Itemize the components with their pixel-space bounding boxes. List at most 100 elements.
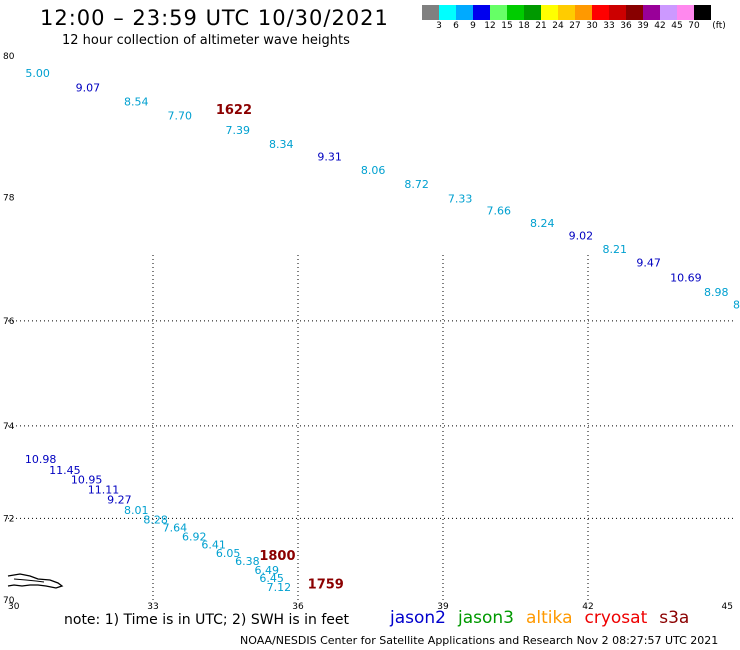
y-tick-label: 76 [3,317,15,327]
map-tick-labels: 30 33 36 39 42 45 80 78 76 74 72 70 [3,52,733,612]
wave-height-label: 8.21 [603,243,628,256]
satellite-name-jason2: jason2 [390,608,446,628]
wave-height-labels: 5.00 9.07 8.54 7.70 7.39 8.34 9.31 8.06 8.72 7.33… [25,67,740,594]
wave-height-label: 9.31 [317,151,342,164]
legend-label: 70 [688,21,700,31]
wave-height-label: 6.92 [182,530,207,543]
wave-height-label: 9.47 [636,257,661,270]
satellite-name-altika: altika [526,608,573,628]
legend-swatch [575,5,592,20]
map-grid [8,255,733,600]
legend-label: 9 [470,21,476,31]
y-tick-label: 72 [3,514,14,524]
pass-time-label: 1622 [216,103,252,118]
legend-label: 45 [671,21,683,31]
x-tick-label: 45 [722,602,733,612]
wave-height-label: 8.98 [704,286,729,299]
wave-height-label: 11.45 [49,464,80,477]
wave-height-label: 6.05 [216,547,241,560]
legend-swatch [541,5,558,20]
wave-height-label: 7.70 [168,110,193,123]
wave-height-label: 8.01 [124,504,149,517]
source-footer: NOAA/NESDIS Center for Satellite Applica… [240,634,719,647]
coastline [7,573,64,589]
wave-height-label: 9.27 [107,494,132,507]
legend-swatch [643,5,660,20]
wave-height-label: 7.66 [487,205,512,218]
pass-time-label: 1800 [259,549,295,564]
legend-swatch [694,5,711,20]
wave-height-label: 10.95 [71,473,103,486]
legend-label: 33 [603,21,615,31]
legend-label: 39 [637,21,649,31]
satellite-name-s3a: s3a [659,608,690,628]
y-tick-label: 78 [3,193,15,203]
coastline-path [7,573,64,589]
legend-swatch [609,5,626,20]
wave-height-label: 8.54 [124,96,149,109]
legend-swatch [592,5,609,20]
wave-height-label: 8.24 [530,217,555,230]
satellite-legend: jason2 jason3 altika cryosat s3a [390,608,689,628]
legend-label: 15 [501,21,513,31]
legend-swatch [660,5,677,20]
wave-height-label: 10.69 [670,271,702,284]
legend-label: 3 [436,21,442,31]
wave-height-label: 8. [733,299,740,312]
wave-height-label: 8.34 [269,138,294,151]
wave-height-label: 9.02 [569,229,594,242]
x-tick-label: 30 [8,602,20,612]
map-subtitle: 12 hour collection of altimeter wave hei… [62,33,350,48]
y-tick-label: 74 [3,422,15,432]
legend-swatch [490,5,507,20]
pass-time-label: 1759 [308,578,344,593]
legend-label: 18 [518,21,530,31]
units-note: note: 1) Time is in UTC; 2) SWH is in fe… [64,612,350,628]
wave-height-label: 7.12 [267,581,292,594]
wave-height-label: 8.72 [404,178,429,191]
wave-height-label: 11.11 [88,483,120,496]
legend-swatch [473,5,490,20]
legend-label: 6 [453,21,459,31]
satellite-name-jason3: jason3 [458,608,514,628]
y-tick-label: 70 [3,596,15,606]
legend-label: 21 [535,21,547,31]
color-legend [422,5,711,20]
wave-height-label: 5.00 [25,67,50,80]
x-tick-label: 33 [147,602,158,612]
legend-label: 42 [654,21,666,31]
legend-swatch [677,5,694,20]
legend-swatch [422,5,439,20]
satellite-name-cryosat: cryosat [584,608,648,628]
legend-swatch [524,5,541,20]
legend-unit: (ft) [712,21,726,31]
legend-swatch [558,5,575,20]
map-title: 12:00 – 23:59 UTC 10/30/2021 [40,6,389,30]
legend-label: 36 [620,21,632,31]
legend-swatch [507,5,524,20]
x-tick-label: 42 [582,602,593,612]
x-tick-label: 36 [292,602,304,612]
wave-height-label: 6.45 [259,572,284,585]
wave-height-label: 7.39 [226,124,251,137]
wave-height-label: 8.06 [361,164,386,177]
legend-label: 24 [552,21,564,31]
wave-height-label: 6.49 [255,564,280,577]
legend-label: 12 [484,21,496,31]
wave-height-label: 8.28 [143,513,168,526]
wave-height-label: 6.41 [201,539,226,552]
legend-swatch [456,5,473,20]
wave-height-label: 7.33 [448,192,473,205]
wave-height-label: 9.07 [76,81,101,94]
wave-height-label: 6.38 [235,555,260,568]
x-tick-label: 39 [437,602,449,612]
pass-time-labels: 1622 1800 1759 [216,103,344,593]
wave-height-label: 7.64 [163,521,188,534]
coastline-path-inner [13,578,45,583]
wave-height-label: 10.98 [25,453,56,466]
legend-swatch [626,5,643,20]
legend-swatch [439,5,456,20]
legend-label: 27 [569,21,581,31]
legend-label: 30 [586,21,598,31]
